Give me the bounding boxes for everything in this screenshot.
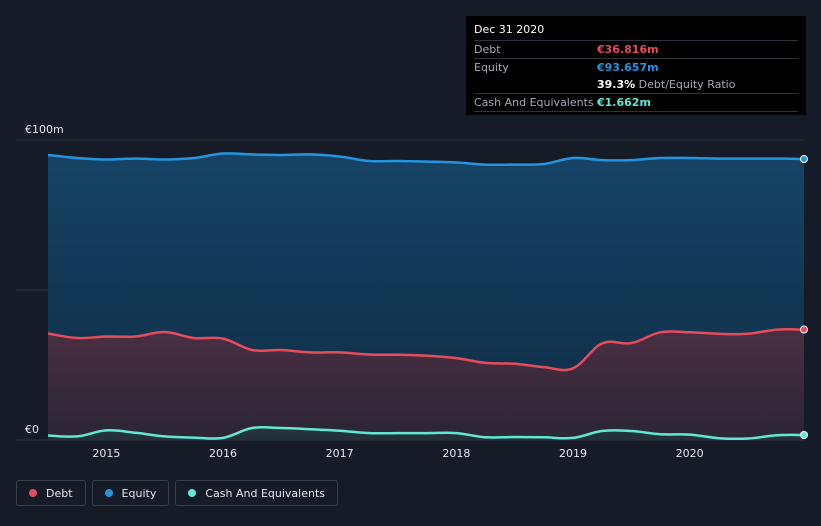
x-tick-label-2020: 2020 [676,447,704,460]
legend-item-equity[interactable]: Equity [91,480,170,506]
tooltip-ratio-label: Debt/Equity Ratio [638,78,736,91]
data-tooltip: Dec 31 2020 Debt €36.816m Equity €93.657… [466,16,806,115]
legend-item-debt[interactable]: Debt [16,480,86,506]
x-tick-label-2016: 2016 [209,447,237,460]
tooltip-equity-value: €93.657m [597,61,659,74]
debt-end-marker[interactable] [800,325,808,334]
x-tick-label-2018: 2018 [442,447,470,460]
debt-area [48,329,804,440]
debt-line [47,328,805,372]
tooltip-ratio-row: 39.3% Debt/Equity Ratio [474,76,798,93]
tooltip-debt-value: €36.816m [597,43,659,56]
tooltip-equity-row: Equity €93.657m [474,58,798,76]
tooltip-cash-value: €1.662m [597,96,651,109]
y-axis-top-label: €100m [25,123,64,136]
chart-legend: Debt Equity Cash And Equivalents [16,480,338,506]
legend-debt-label: Debt [46,486,73,500]
legend-item-cash[interactable]: Cash And Equivalents [175,480,338,506]
cash-and-equivalents-end-marker[interactable] [800,431,808,440]
legend-equity-label: Equity [121,486,157,500]
tooltip-date: Dec 31 2020 [474,23,545,36]
x-tick-label-2017: 2017 [326,447,354,460]
equity-line [47,152,805,167]
legend-debt-dot-icon [29,489,37,497]
equity-end-marker[interactable] [800,155,808,164]
legend-equity-dot-icon [104,489,113,497]
tooltip-debt-row: Debt €36.816m [474,40,798,58]
cash-and-equivalents-line [47,425,805,441]
x-tick-label-2015: 2015 [92,447,120,460]
tooltip-ratio-value: 39.3% [597,78,636,91]
tooltip-debt-label: Debt [474,43,501,56]
y-axis-bottom-label: €0 [25,423,39,436]
tooltip-cash-row: Cash And Equivalents €1.662m [474,93,798,112]
x-tick-label-2019: 2019 [559,447,587,460]
legend-cash-label: Cash And Equivalents [205,486,325,500]
legend-cash-dot-icon [188,489,197,497]
tooltip-equity-label: Equity [474,61,509,74]
tooltip-cash-label: Cash And Equivalents [474,96,594,109]
